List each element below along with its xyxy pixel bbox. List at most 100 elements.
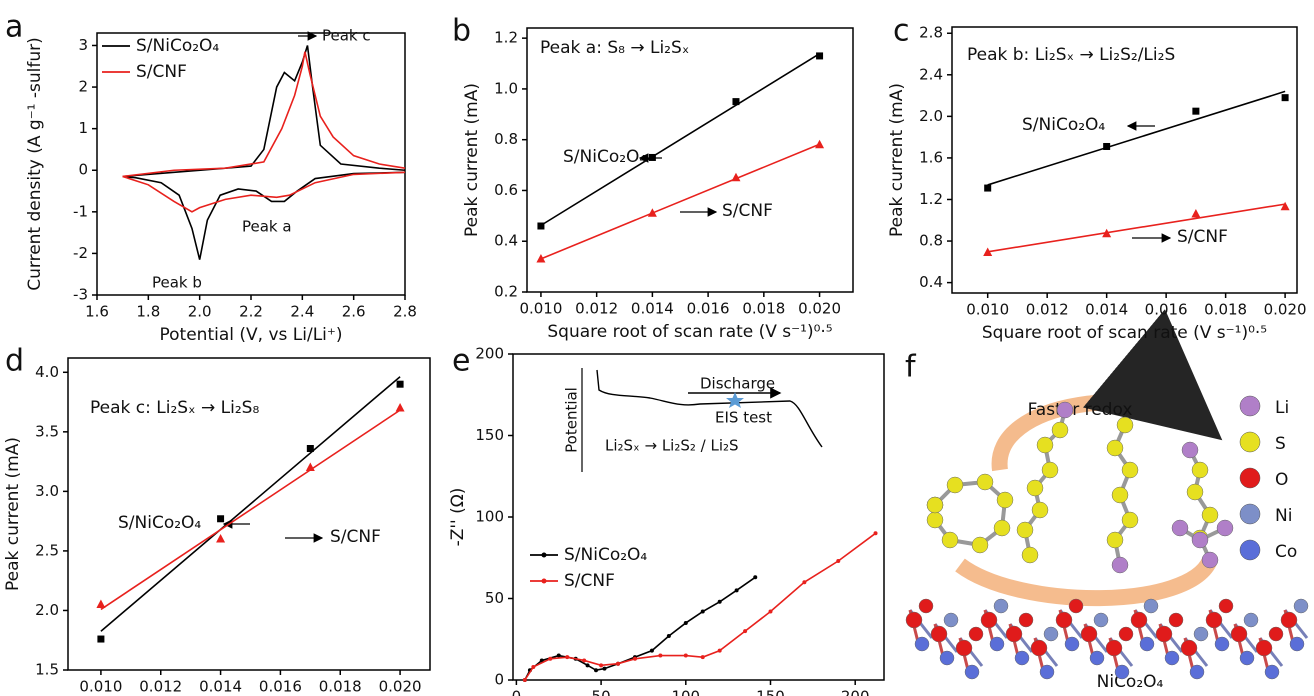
annotation: Peak b [152,274,202,292]
atom [1005,625,1023,643]
data-point [536,254,546,263]
y-tick-label: 3.5 [35,422,59,440]
atom [926,496,944,514]
y-tick-label: -2 [73,244,88,262]
atom [1089,650,1105,666]
panel: e050100150200050100150200Z' (Ω)-Z'' (Ω)S… [448,344,885,696]
series-label: S/CNF [722,201,773,221]
data-point [602,666,607,671]
panel-title: Peak c: Li₂Sₓ → Li₂S₈ [90,398,259,418]
y-tick-label: 0.2 [494,283,518,301]
legend-atom [1239,431,1261,453]
y-axis-label: Peak current (mA) [887,83,907,237]
atom [1121,461,1139,479]
panel-letter: a [5,10,23,45]
plot-frame [67,357,431,671]
y-tick-label: 1.0 [494,79,518,97]
y-tick-label: 1.2 [919,190,943,208]
panel-f-decor [955,309,1223,607]
y-tick-label: -1 [73,202,88,220]
atom [996,491,1014,509]
atom [1031,501,1049,519]
data-point [683,653,688,658]
x-tick-label: 200 [841,688,870,696]
y-tick-label: 2.5 [35,541,59,559]
annotation: Peak c [322,27,371,45]
legend-atom [1239,467,1261,489]
inset-star [726,392,744,408]
y-axis-label: Peak current (mA) [462,83,482,237]
inset-ylabel: Potential [563,387,581,453]
atom [1116,416,1134,434]
atom [1111,486,1129,504]
y-axis-label: -Z'' (Ω) [448,488,468,547]
data-point [594,668,599,673]
data-point [217,515,225,523]
atom [1181,441,1199,459]
atom [1264,664,1280,680]
atom [914,636,930,652]
atom [971,536,989,554]
y-tick-label: -3 [73,286,88,304]
data-point [836,559,841,564]
x-tick-label: 1.8 [136,303,160,321]
y-tick-label: 2.0 [919,107,943,125]
atom [1191,461,1209,479]
series-label: S/NiCo₂O₄ [563,147,646,167]
data-point [683,620,688,625]
data-line [122,51,406,213]
data-point [647,208,657,217]
legend-label: S/CNF [564,571,615,591]
x-tick-label: 0.012 [139,678,182,696]
y-tick-label: 2.8 [919,24,943,42]
legend-label: S [1275,434,1286,454]
atom [1051,421,1069,439]
data-point [616,661,621,666]
data-point [565,655,570,660]
atom [1201,551,1219,569]
data-point [216,534,226,543]
y-tick-label: 2.4 [919,65,943,83]
atom [993,598,1009,614]
atom [993,519,1011,537]
fit-line [987,90,1286,186]
atom [1216,519,1234,537]
data-point [731,172,741,182]
x-tick-label: 0.016 [259,678,302,696]
x-axis-label: Square root of scan rate (V s⁻¹)⁰·⁵ [547,322,832,342]
x-tick-label: 2.6 [342,303,366,321]
legend-label: Co [1275,542,1297,562]
y-tick-label: 3 [78,36,88,54]
atom [976,473,994,491]
data-point [734,588,739,593]
x-axis-label: Potential (V, vs Li/Li⁺) [160,325,343,345]
panel: d 0.010 0.012 0.014 0.016 0.018 0.020 1.5 2.0 2.5… [3,344,431,696]
y-axis-label: Current density (A g⁻¹ -sulfur) [25,37,45,291]
x-tick-label: 0.014 [199,678,242,696]
atom [1106,439,1124,457]
atom [1041,461,1059,479]
x-tick-label: 1.6 [85,303,109,321]
series-label: S/NiCo₂O₄ [118,513,201,533]
legend-label: Li [1275,398,1289,418]
data-point [700,609,705,614]
x-tick-label: 150 [756,688,785,696]
atom [955,639,973,657]
data-point [717,599,722,604]
atom [1018,612,1034,628]
y-tick-label: 0.6 [494,181,518,199]
data-point [873,531,878,536]
y-tick-label: 0.8 [919,232,943,250]
panel-letter: c [893,14,910,49]
atom [1168,612,1184,628]
panel-title: Peak a: S₈ → Li₂Sₓ [540,38,689,58]
data-point [1191,209,1201,218]
annotation: Peak a [242,218,292,236]
atom [1243,612,1259,628]
atom [1080,625,1098,643]
y-tick-label: 0.4 [494,232,518,250]
panel: b 0.010 0.012 0.014 0.016 0.018 0.020 0.2 0.4 0.6… [452,14,854,342]
y-tick-label: 0.4 [919,273,943,291]
x-tick-label: 0.010 [519,300,562,318]
atom [918,598,934,614]
